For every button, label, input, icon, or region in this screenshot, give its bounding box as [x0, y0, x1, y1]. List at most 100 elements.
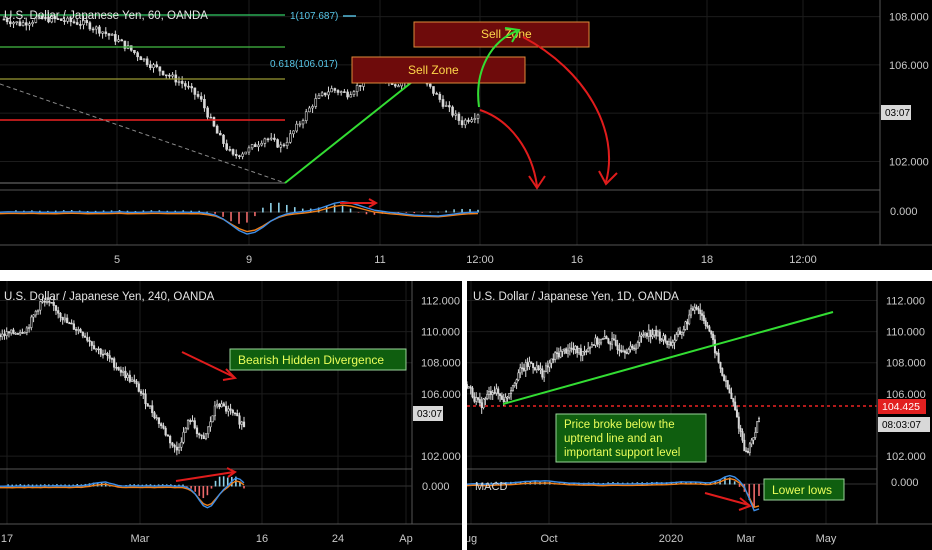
- candle-body: [473, 118, 477, 121]
- macd-histogram-bar: [186, 486, 188, 487]
- chart-240m-svg[interactable]: Bearish Hidden Divergence 112.000 110.000…: [0, 281, 462, 550]
- candle-body: [645, 332, 648, 337]
- candle-body: [72, 323, 75, 330]
- macd-histogram-bar: [222, 476, 225, 487]
- candle-body: [743, 439, 746, 452]
- candle-body: [631, 345, 634, 349]
- chart-panel-60m[interactable]: 1(107.687) 0.618(106.017) Sell Zone Sell…: [0, 0, 932, 270]
- y-tick-label: 106.000: [886, 389, 926, 401]
- candle-body: [572, 348, 575, 351]
- macd-histogram-bar: [738, 484, 741, 487]
- macd-histogram-bar: [11, 484, 13, 487]
- candle-body: [489, 391, 492, 395]
- candle-body: [594, 337, 597, 346]
- note-line-2: uptrend line and an: [564, 433, 662, 445]
- candle-body: [620, 350, 623, 353]
- candle-body: [209, 421, 212, 428]
- candle-body: [77, 329, 80, 331]
- macd-divergence-arrow: [175, 471, 235, 482]
- candle-body: [541, 368, 544, 378]
- candle-body: [473, 396, 476, 402]
- candle-body: [110, 358, 114, 360]
- candle-body: [712, 333, 715, 340]
- candle-body: [567, 350, 570, 354]
- candle-body: [330, 88, 333, 93]
- y-tick-label: 106.000: [421, 389, 461, 401]
- chart-1d-svg[interactable]: Price broke below the uptrend line and a…: [467, 281, 932, 550]
- candle-body: [81, 331, 84, 337]
- macd-histogram-bar: [445, 210, 447, 213]
- candle-body: [61, 317, 64, 321]
- candle-body: [289, 133, 292, 143]
- candle-body: [145, 58, 149, 65]
- candle-body: [739, 427, 742, 432]
- candle-body: [85, 20, 89, 23]
- candle-body: [238, 415, 241, 425]
- candle-body: [195, 427, 199, 434]
- candle-body: [557, 352, 560, 358]
- chart-60m-svg[interactable]: 1(107.687) 0.618(106.017) Sell Zone Sell…: [0, 0, 932, 270]
- candle-body: [655, 329, 658, 337]
- support-price-tag: [878, 399, 926, 414]
- macd-histogram-bar: [194, 486, 196, 492]
- chart-panel-1d[interactable]: Price broke below the uptrend line and a…: [467, 281, 932, 550]
- price-tag-label: 03:07: [885, 108, 910, 119]
- macd-histogram-bar: [230, 212, 232, 222]
- candle-body: [238, 155, 241, 157]
- candle-body: [677, 330, 680, 335]
- candle-body: [656, 331, 659, 337]
- candle-body: [40, 15, 44, 20]
- candle-body: [211, 415, 214, 423]
- candle-body: [241, 153, 244, 157]
- candle-body: [346, 91, 349, 98]
- candle-body: [633, 347, 636, 350]
- candle-body: [578, 348, 581, 354]
- macd-histogram-bar: [243, 486, 245, 489]
- candle-body: [470, 119, 473, 122]
- candle-body: [317, 95, 321, 99]
- candle-body: [91, 28, 95, 31]
- x-tick-label: 18: [701, 254, 713, 266]
- candle-body: [240, 421, 243, 425]
- macd-histogram-bar: [519, 481, 522, 485]
- candle-body: [266, 138, 270, 141]
- y-tick-label: 108.000: [889, 12, 929, 24]
- candle-body: [634, 347, 637, 350]
- candle-body: [202, 435, 205, 440]
- candle-body: [324, 92, 327, 96]
- candle-body: [250, 144, 254, 149]
- macd-zero-label: 0.000: [422, 481, 450, 493]
- candle-body: [191, 420, 194, 423]
- candle-body: [222, 403, 225, 407]
- candle-body: [741, 431, 744, 441]
- candle-body: [106, 353, 109, 356]
- candle-body: [28, 327, 31, 329]
- candle-body: [690, 308, 693, 316]
- candle-body: [110, 34, 114, 36]
- macd-histogram-bar: [758, 484, 760, 496]
- y-tick-label: 102.000: [889, 156, 929, 168]
- candle-body: [311, 106, 314, 109]
- candle-body: [119, 369, 122, 373]
- x-tick-label: Ap: [399, 533, 412, 545]
- candle-body: [673, 339, 676, 343]
- candle-body: [161, 70, 165, 76]
- candle-body: [746, 450, 749, 453]
- candle-body: [5, 331, 8, 336]
- candle-body: [339, 91, 343, 93]
- support-price-label: 104.425: [882, 401, 920, 413]
- candle-body: [568, 347, 571, 352]
- candle-body: [724, 380, 727, 382]
- candle-body: [457, 113, 461, 121]
- candle-body: [63, 317, 67, 321]
- candle-body: [257, 144, 260, 148]
- candle-body: [244, 151, 248, 155]
- candle-body: [658, 331, 661, 341]
- chart-panel-240m[interactable]: Bearish Hidden Divergence 112.000 110.000…: [0, 281, 462, 550]
- candle-body: [153, 412, 156, 419]
- candle-body: [48, 301, 51, 303]
- candle-body: [467, 384, 468, 389]
- candle-body: [752, 437, 755, 441]
- candle-body: [164, 74, 168, 77]
- candle-body: [66, 17, 69, 22]
